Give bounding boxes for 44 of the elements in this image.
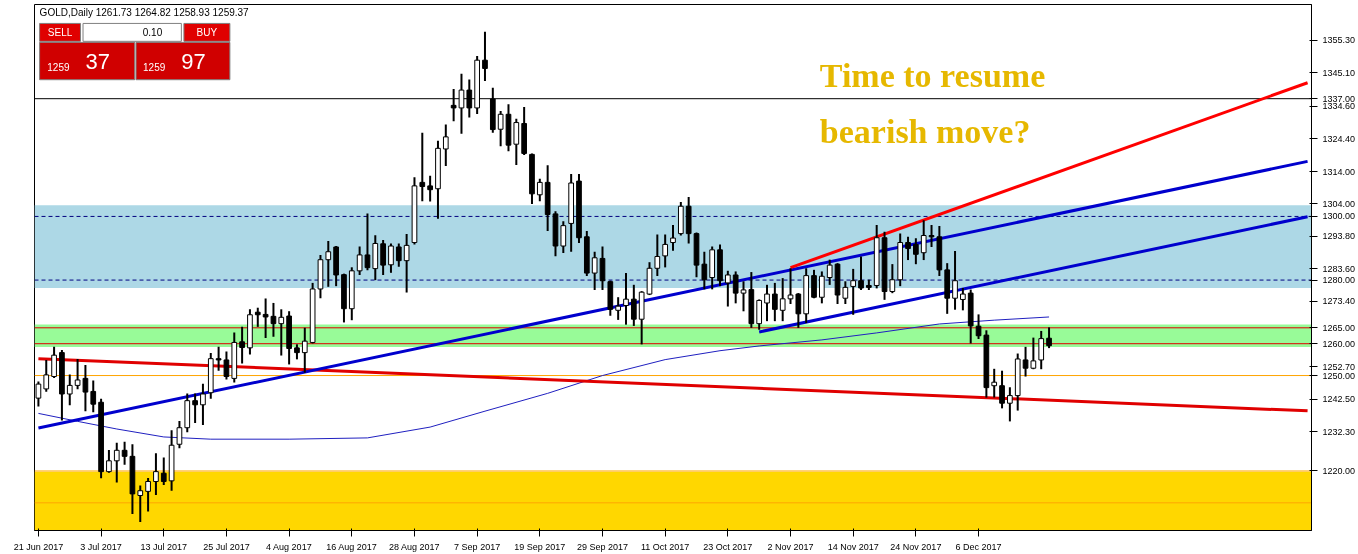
x-tick-label: 7 Sep 2017 — [454, 541, 501, 552]
ref-line-label: 1280.00 — [1322, 275, 1356, 286]
x-tick-label: 25 Jul 2017 — [203, 541, 250, 552]
x-tick-label: 2 Nov 2017 — [767, 541, 814, 552]
x-tick-label: 19 Sep 2017 — [514, 541, 566, 552]
y-tick-label: 1355.30 — [1322, 35, 1356, 46]
ref-line-label: 1260.00 — [1322, 338, 1356, 349]
y-tick-label: 1334.60 — [1322, 101, 1356, 112]
annotation: SELL — [47, 26, 73, 38]
y-tick-label: 1283.60 — [1322, 263, 1356, 274]
y-tick-label: 1242.50 — [1322, 394, 1356, 405]
ref-line-label: 1265.00 — [1322, 322, 1356, 333]
x-tick-label: 6 Dec 2017 — [955, 541, 1002, 552]
ref-line-label: 1300.00 — [1322, 211, 1356, 222]
y-tick-label: 1345.10 — [1322, 67, 1356, 78]
annotation: Time to resume bearish move? — [819, 57, 1046, 150]
x-tick-label: 11 Oct 2017 — [640, 541, 690, 552]
x-tick-label: 23 Oct 2017 — [703, 541, 753, 552]
x-tick-label: 28 Aug 2017 — [388, 541, 440, 552]
x-tick-label: 24 Nov 2017 — [890, 541, 942, 552]
y-tick-label: 1304.00 — [1322, 198, 1356, 209]
annotation: BUY — [196, 26, 218, 38]
x-tick-label: 4 Aug 2017 — [266, 541, 312, 552]
y-tick-label: 1293.80 — [1322, 231, 1356, 242]
x-tick-label: 3 Jul 2017 — [80, 541, 122, 552]
y-tick-label: 1232.30 — [1322, 426, 1356, 437]
ref-line-label: 1337.00 — [1322, 93, 1356, 104]
x-tick-label: 21 Jun 2017 — [13, 541, 64, 552]
y-tick-label: 1273.40 — [1322, 296, 1356, 307]
annotation: 37 — [85, 48, 111, 74]
annotation: 97 — [181, 48, 206, 74]
y-tick-label: 1252.70 — [1322, 361, 1356, 372]
y-tick-label: 1324.40 — [1322, 133, 1356, 144]
x-tick-label: 13 Jul 2017 — [140, 541, 188, 552]
ref-line-label: 1250.00 — [1322, 370, 1356, 381]
y-tick-label: 1314.00 — [1322, 166, 1356, 177]
annotation: 0.10 — [142, 27, 163, 39]
x-tick-label: 14 Nov 2017 — [827, 541, 879, 552]
annotation: 1259 — [47, 61, 70, 73]
x-tick-label: 29 Sep 2017 — [576, 541, 629, 552]
x-tick-label: 16 Aug 2017 — [326, 541, 377, 552]
chart-title: GOLD,Daily 1261.73 1264.82 1258.93 1259.37 — [39, 6, 250, 18]
ref-line-label: 1220.00 — [1322, 465, 1356, 476]
annotation: 1259 — [143, 61, 166, 73]
